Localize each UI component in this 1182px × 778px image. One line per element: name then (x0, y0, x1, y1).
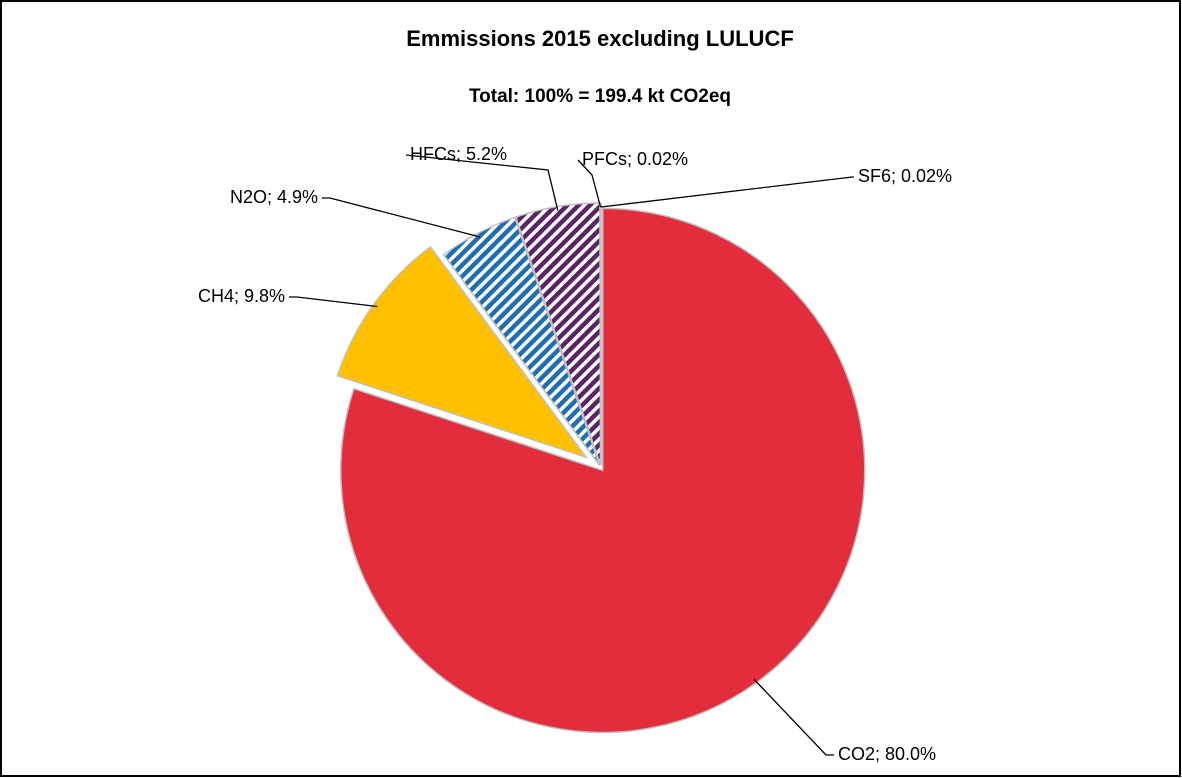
pie-slice (336, 245, 589, 459)
leader-line (289, 296, 378, 308)
leader-line (405, 154, 559, 211)
leader-line (322, 197, 480, 238)
data-label: PFCs; 0.02% (582, 149, 688, 169)
pie-slice (442, 216, 601, 466)
chart-subtitle: Total: 100% = 199.4 kt CO2eq (469, 86, 731, 107)
leader-line (753, 678, 834, 756)
data-label: N2O; 4.9% (230, 187, 318, 207)
data-label: HFCs; 5.2% (410, 144, 507, 164)
data-label: CH4; 9.8% (198, 286, 285, 306)
leader-line (577, 159, 602, 208)
data-label: CO2; 80.0% (838, 744, 936, 764)
chart-title: Emmissions 2015 excluding LULUCF (406, 26, 794, 51)
data-label: SF6; 0.02% (858, 166, 952, 186)
leader-line (600, 176, 854, 208)
